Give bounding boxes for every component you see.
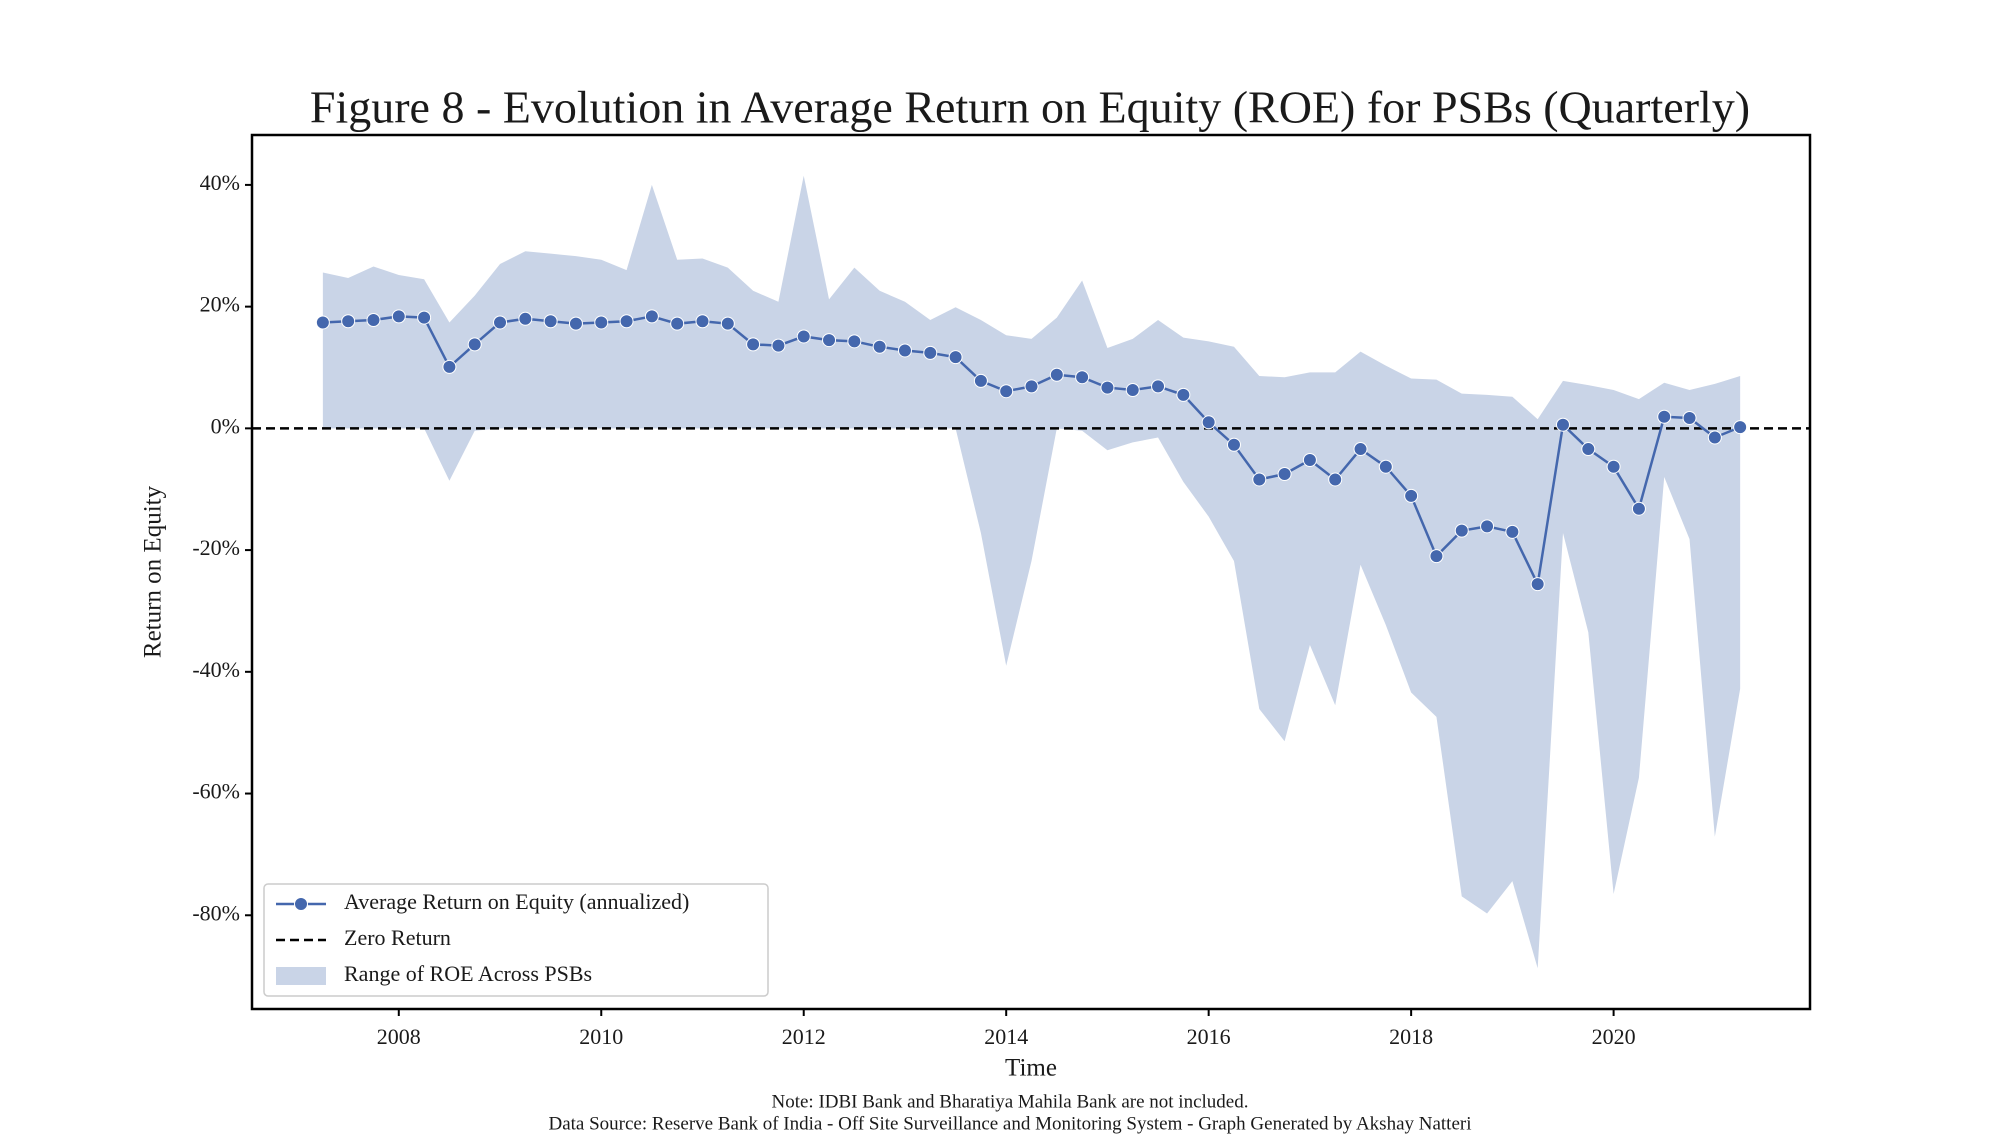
data-point — [1606, 459, 1621, 474]
x-tick-label: 2014 — [984, 1024, 1028, 1049]
data-point — [1631, 501, 1646, 516]
data-point — [1682, 411, 1697, 426]
data-point — [1075, 370, 1090, 385]
range-band — [322, 175, 1741, 969]
data-point — [1226, 437, 1241, 452]
y-tick-label: -60% — [192, 779, 240, 804]
data-point — [341, 314, 356, 329]
legend-box — [263, 883, 769, 997]
legend-swatch — [276, 967, 326, 985]
data-point — [1353, 442, 1368, 457]
y-tick-label: 40% — [200, 170, 240, 195]
data-point — [973, 373, 988, 388]
x-tick-label: 2020 — [1592, 1024, 1636, 1049]
note: Note: IDBI Bank and Bharatiya Mahila Ban… — [772, 1091, 1249, 1112]
data-point — [796, 329, 811, 344]
data-point — [644, 309, 659, 324]
x-tick-label: 2010 — [579, 1024, 623, 1049]
legend-label: Average Return on Equity (annualized) — [344, 889, 689, 914]
data-point — [1429, 549, 1444, 564]
data-point — [1277, 467, 1292, 482]
x-tick-label: 2016 — [1187, 1024, 1231, 1049]
data-point — [1125, 383, 1140, 398]
data-point — [1176, 387, 1191, 402]
data-point — [493, 315, 508, 330]
x-tick-label: 2012 — [782, 1024, 826, 1049]
y-tick-label: 0% — [211, 413, 240, 438]
data-point — [594, 315, 609, 330]
note: Data Source: Reserve Bank of India - Off… — [548, 1113, 1471, 1134]
data-point — [872, 339, 887, 354]
x-axis-label: Time — [1005, 1055, 1057, 1082]
data-point — [1378, 459, 1393, 474]
data-point — [417, 310, 432, 325]
data-point — [1480, 519, 1495, 534]
data-point — [1100, 380, 1115, 395]
data-point — [771, 338, 786, 353]
data-point — [467, 337, 482, 352]
data-point — [1151, 379, 1166, 394]
data-point — [1252, 472, 1267, 487]
y-tick-label: 20% — [200, 292, 240, 317]
data-point — [1733, 420, 1748, 435]
data-point — [1404, 488, 1419, 503]
data-point — [568, 316, 583, 331]
chart-title: Figure 8 - Evolution in Average Return o… — [310, 82, 1750, 133]
data-point — [1049, 367, 1064, 382]
legend-marker — [294, 897, 308, 911]
data-point — [1024, 379, 1039, 394]
data-point — [670, 316, 685, 331]
data-point — [1530, 577, 1545, 592]
data-point — [442, 359, 457, 374]
data-point — [948, 350, 963, 365]
data-point — [746, 337, 761, 352]
data-point — [1454, 523, 1469, 538]
data-point — [1201, 415, 1216, 430]
data-point — [1707, 430, 1722, 445]
y-tick-label: -40% — [192, 657, 240, 682]
data-point — [923, 345, 938, 360]
y-axis-label: Return on Equity — [140, 485, 167, 658]
data-point — [1328, 472, 1343, 487]
data-point — [897, 343, 912, 358]
plot-frame — [250, 133, 1812, 1011]
legend-label: Range of ROE Across PSBs — [344, 961, 592, 986]
x-tick-label: 2018 — [1389, 1024, 1433, 1049]
data-point — [720, 316, 735, 331]
data-point — [1302, 453, 1317, 468]
y-tick-label: -80% — [192, 900, 240, 925]
data-point — [619, 314, 634, 329]
data-point — [391, 309, 406, 324]
data-point — [695, 314, 710, 329]
data-point — [822, 333, 837, 348]
data-point — [315, 315, 330, 330]
y-tick-label: -20% — [192, 535, 240, 560]
data-point — [518, 311, 533, 326]
x-tick-label: 2008 — [377, 1024, 421, 1049]
data-point — [543, 314, 558, 329]
data-point — [366, 313, 381, 328]
data-point — [999, 384, 1014, 399]
data-point — [1555, 417, 1570, 432]
data-point — [1581, 442, 1596, 457]
legend-label: Zero Return — [344, 925, 451, 950]
data-point — [1657, 409, 1672, 424]
data-point — [1505, 524, 1520, 539]
data-point — [847, 334, 862, 349]
